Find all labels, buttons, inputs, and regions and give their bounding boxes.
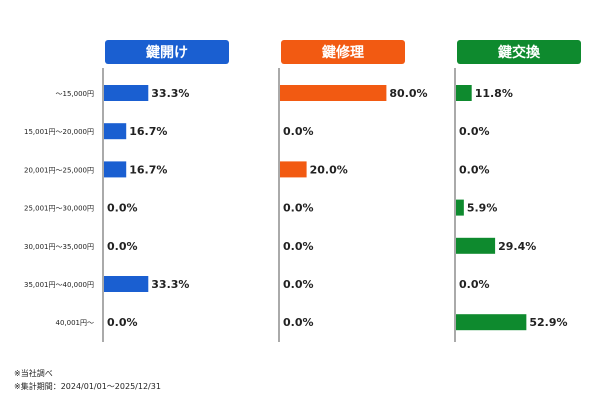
- series-header-box: [105, 40, 229, 64]
- data-label: 0.0%: [283, 316, 314, 329]
- data-label: 0.0%: [283, 125, 314, 138]
- data-label: 0.0%: [283, 240, 314, 253]
- data-label: 0.0%: [283, 278, 314, 291]
- data-label: 0.0%: [107, 202, 138, 215]
- data-label: 16.7%: [129, 125, 167, 138]
- category-label: 25,001円〜30,000円: [24, 205, 94, 213]
- bar: [456, 199, 464, 216]
- series-header-box: [457, 40, 581, 64]
- data-label: 33.3%: [151, 278, 189, 291]
- data-label: 0.0%: [459, 125, 490, 138]
- data-label: 0.0%: [107, 240, 138, 253]
- bar: [280, 85, 387, 101]
- series-header-box: [281, 40, 405, 64]
- footnote-survey: ※当社調べ: [14, 369, 53, 378]
- category-label: 15,001円〜20,000円: [24, 128, 94, 136]
- data-label: 29.4%: [498, 240, 536, 253]
- bar: [104, 161, 127, 178]
- bar: [280, 161, 307, 178]
- series-header-label: 鍵開け: [146, 44, 188, 61]
- data-label: 80.0%: [389, 87, 427, 100]
- price-distribution-chart: 〜15,000円 15,001円〜20,000円 20,001円〜25,000円 25…: [24, 40, 581, 342]
- series-header-label: 鍵修理: [322, 44, 364, 61]
- bar: [104, 85, 149, 101]
- data-label: 5.9%: [467, 202, 498, 215]
- bar: [104, 276, 149, 292]
- data-label: 20.0%: [310, 163, 348, 176]
- data-label: 0.0%: [107, 316, 138, 329]
- data-label: 16.7%: [129, 163, 167, 176]
- category-label: 30,001円〜35,000円: [24, 243, 94, 251]
- data-label: 52.9%: [529, 316, 567, 329]
- series-header-label: 鍵交換: [498, 44, 541, 61]
- bar: [456, 237, 496, 254]
- category-label: 20,001円〜25,000円: [24, 166, 94, 174]
- category-label: 40,001円〜: [56, 319, 95, 327]
- data-label: 33.3%: [151, 87, 189, 100]
- data-label: 0.0%: [459, 278, 490, 291]
- footnote-period: ※集計期間：2024/01/01〜2025/12/31: [14, 382, 161, 391]
- bar: [456, 314, 527, 331]
- bar: [456, 85, 472, 101]
- data-label: 0.0%: [459, 163, 490, 176]
- data-label: 11.8%: [475, 87, 513, 100]
- data-label: 0.0%: [283, 202, 314, 215]
- category-label: 35,001円〜40,000円: [24, 281, 94, 289]
- category-label: 〜15,000円: [56, 90, 95, 98]
- bar: [104, 123, 127, 140]
